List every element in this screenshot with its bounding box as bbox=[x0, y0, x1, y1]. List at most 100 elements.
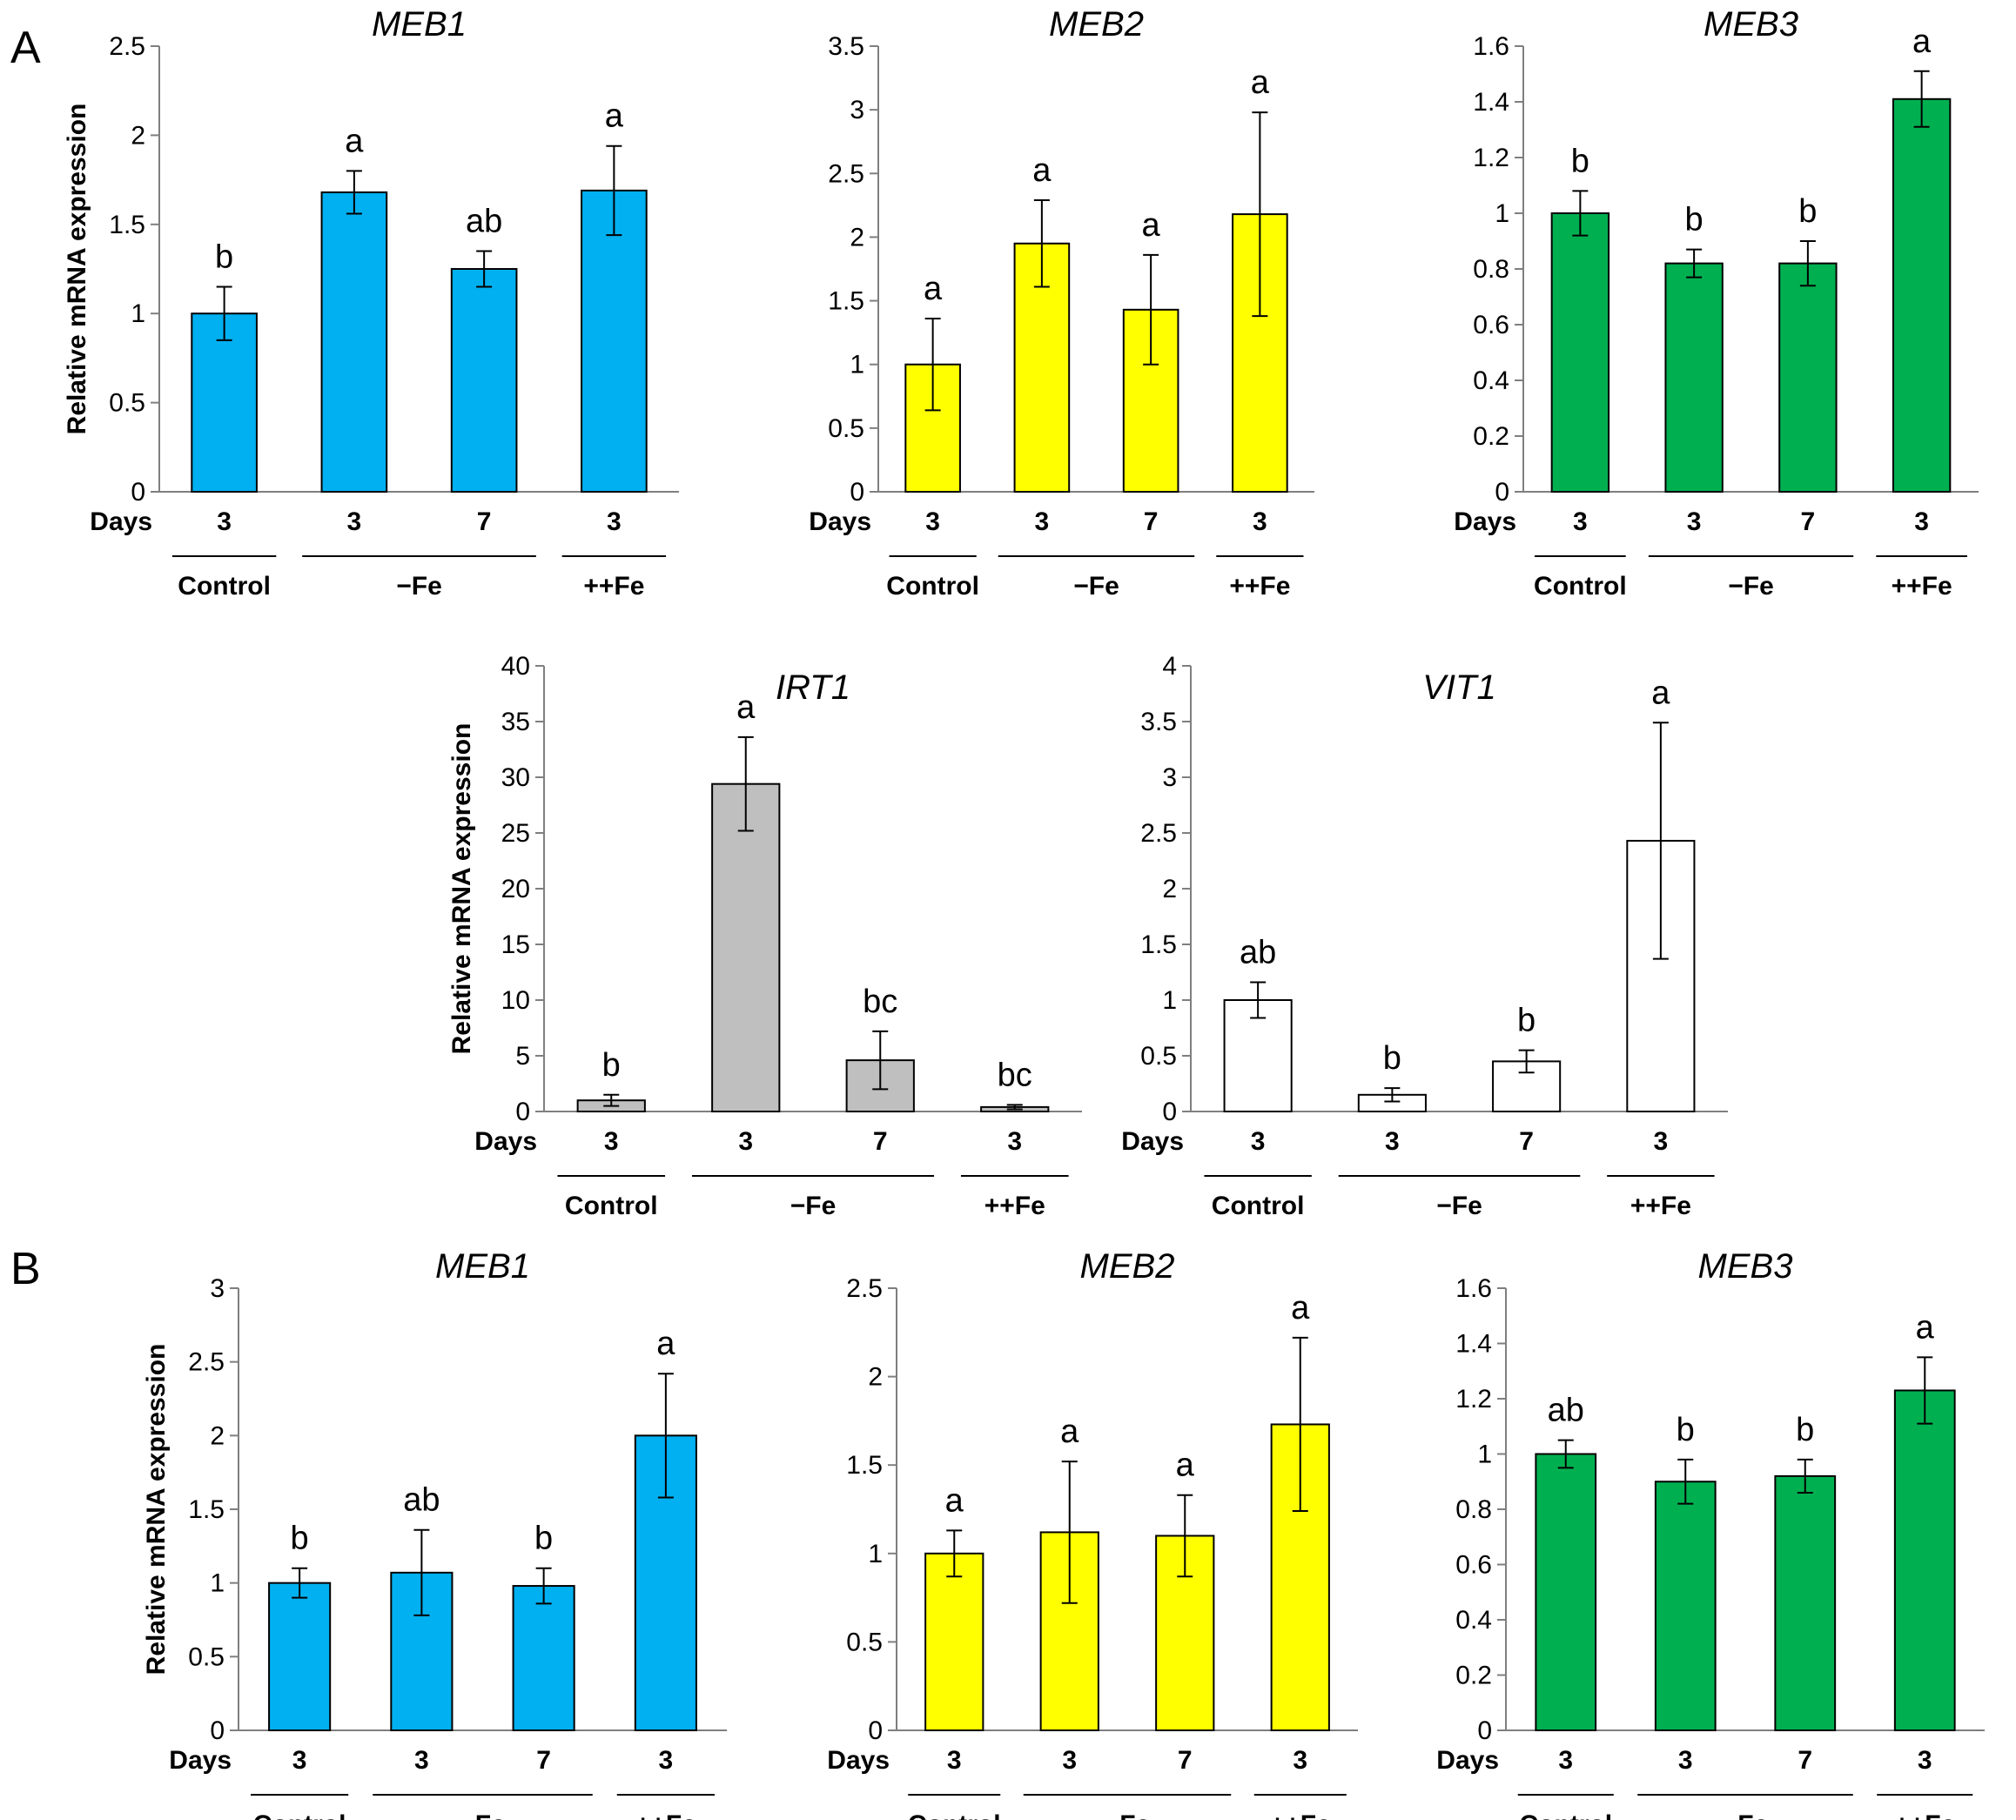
y-tick-label: 1 bbox=[210, 1569, 225, 1598]
chart-title: MEB1 bbox=[435, 1247, 530, 1286]
day-value: 3 bbox=[659, 1746, 674, 1775]
y-tick-label: 0 bbox=[850, 478, 864, 507]
days-label: Days bbox=[474, 1127, 537, 1156]
y-tick-label: 1 bbox=[131, 299, 145, 328]
chart-title: MEB2 bbox=[1080, 1247, 1175, 1286]
significance-label: a bbox=[1032, 152, 1052, 189]
y-tick-label: 0 bbox=[1477, 1716, 1492, 1745]
y-tick-label: 1.5 bbox=[846, 1451, 883, 1480]
day-value: 3 bbox=[1918, 1746, 1932, 1775]
y-tick-label: 1.6 bbox=[1473, 32, 1509, 61]
y-tick-label: 1.2 bbox=[1455, 1385, 1492, 1414]
significance-label: b bbox=[1798, 193, 1817, 230]
days-label: Days bbox=[1436, 1746, 1499, 1775]
group-label: Control bbox=[886, 572, 979, 601]
y-tick-label: 3 bbox=[1162, 763, 1177, 792]
y-tick-label: 2 bbox=[210, 1421, 225, 1450]
significance-label: a bbox=[1060, 1414, 1079, 1450]
day-value: 3 bbox=[1251, 1127, 1266, 1156]
day-value: 3 bbox=[947, 1746, 962, 1775]
significance-label: b bbox=[534, 1521, 553, 1557]
chart-a-meb2: 0 0.5 1 1.5 2 2.5 3 3.5 MEB2 a a a a Days 3 3 7 3 Control −… bbox=[809, 5, 1314, 601]
y-tick-label: 0.4 bbox=[1455, 1606, 1492, 1635]
significance-label: b bbox=[1517, 1003, 1536, 1039]
group-label: −Fe bbox=[790, 1192, 837, 1220]
y-tick-label: 0 bbox=[210, 1716, 225, 1745]
significance-label: a bbox=[1651, 675, 1670, 711]
bar bbox=[1774, 1474, 1837, 1732]
y-tick-label: 25 bbox=[501, 819, 530, 848]
group-label: −Fe bbox=[1723, 1810, 1769, 1820]
day-value: 7 bbox=[1801, 507, 1816, 536]
group-label: ++Fe bbox=[1892, 572, 1952, 601]
significance-label: ab bbox=[1548, 1393, 1584, 1429]
significance-label: a bbox=[605, 98, 624, 135]
y-tick-label: 2 bbox=[868, 1363, 883, 1392]
y-tick-label: 3.5 bbox=[828, 32, 864, 61]
day-value: 3 bbox=[1558, 1746, 1573, 1775]
significance-label: b bbox=[1571, 143, 1589, 179]
y-tick-label: 1.5 bbox=[1140, 930, 1177, 959]
y-tick-label: 1 bbox=[1495, 199, 1509, 228]
bar bbox=[1893, 1389, 1956, 1731]
significance-label: b bbox=[1677, 1412, 1695, 1448]
significance-label: a bbox=[1916, 1309, 1935, 1346]
bar bbox=[450, 268, 518, 493]
day-value: 3 bbox=[1062, 1746, 1077, 1775]
chart-title: IRT1 bbox=[776, 668, 850, 707]
bar bbox=[711, 782, 781, 1112]
y-tick-label: 0.2 bbox=[1455, 1662, 1492, 1690]
significance-label: b bbox=[215, 238, 233, 275]
bar bbox=[924, 1552, 984, 1732]
group-label: ++Fe bbox=[1894, 1810, 1955, 1820]
day-value: 3 bbox=[292, 1746, 307, 1775]
day-value: 3 bbox=[738, 1127, 753, 1156]
bar bbox=[191, 312, 258, 494]
significance-label: a bbox=[1176, 1447, 1195, 1484]
chart-a-vit1: 0 0.5 1 1.5 2 2.5 3 3.5 4 VIT1 ab b b a Days 3 3 7 3 Contro… bbox=[1121, 652, 1728, 1220]
chart-title: MEB3 bbox=[1698, 1247, 1793, 1286]
days-label: Days bbox=[1121, 1127, 1184, 1156]
y-tick-label: 0 bbox=[1495, 478, 1509, 507]
significance-label: b bbox=[602, 1047, 621, 1084]
y-tick-label: 2.5 bbox=[1140, 819, 1177, 848]
group-label: −Fe bbox=[1073, 572, 1119, 601]
y-tick-label: 0.5 bbox=[1140, 1042, 1177, 1071]
group-label: Control bbox=[908, 1810, 1001, 1820]
day-value: 3 bbox=[1654, 1127, 1669, 1156]
bar bbox=[1892, 97, 1952, 494]
bar bbox=[268, 1582, 332, 1731]
y-tick-label: 0 bbox=[131, 478, 145, 507]
y-tick-label: 1.4 bbox=[1455, 1330, 1492, 1359]
y-tick-label: 1 bbox=[1162, 986, 1177, 1015]
y-tick-label: 0 bbox=[1162, 1098, 1177, 1126]
group-label: −Fe bbox=[396, 572, 442, 601]
group-label: ++Fe bbox=[1229, 572, 1290, 601]
y-tick-label: 1.5 bbox=[828, 287, 864, 316]
y-tick-label: 2 bbox=[850, 223, 864, 252]
chart-title: MEB2 bbox=[1049, 5, 1144, 44]
y-tick-label: 0 bbox=[515, 1098, 530, 1126]
day-value: 3 bbox=[607, 507, 622, 536]
significance-label: a bbox=[1291, 1290, 1310, 1326]
bar bbox=[320, 191, 388, 493]
panel-letter-b: B bbox=[10, 1244, 41, 1294]
y-tick-label: 2.5 bbox=[846, 1274, 883, 1303]
bar bbox=[1550, 212, 1610, 493]
y-tick-label: 3.5 bbox=[1140, 708, 1177, 736]
days-label: Days bbox=[809, 507, 871, 536]
significance-label: ab bbox=[1240, 935, 1276, 971]
significance-label: bc bbox=[998, 1057, 1032, 1093]
chart-a-irt1: 0 5 10 15 20 25 30 35 40 IRT1 Relative mRNA expres… bbox=[447, 652, 1082, 1220]
y-tick-label: 2.5 bbox=[188, 1348, 225, 1377]
day-value: 3 bbox=[1687, 507, 1702, 536]
y-tick-label: 3 bbox=[210, 1274, 225, 1303]
day-value: 3 bbox=[414, 1746, 429, 1775]
day-value: 3 bbox=[1573, 507, 1588, 536]
chart-title: VIT1 bbox=[1422, 668, 1495, 707]
y-tick-label: 1 bbox=[1477, 1441, 1492, 1469]
chart-b-meb3: 0 0.2 0.4 0.6 0.8 1 1.2 1.4 1.6 MEB3 ab b b a Days 3 3 7 3… bbox=[1436, 1247, 1985, 1820]
significance-label: a bbox=[736, 689, 756, 726]
chart-title: MEB3 bbox=[1704, 5, 1798, 44]
